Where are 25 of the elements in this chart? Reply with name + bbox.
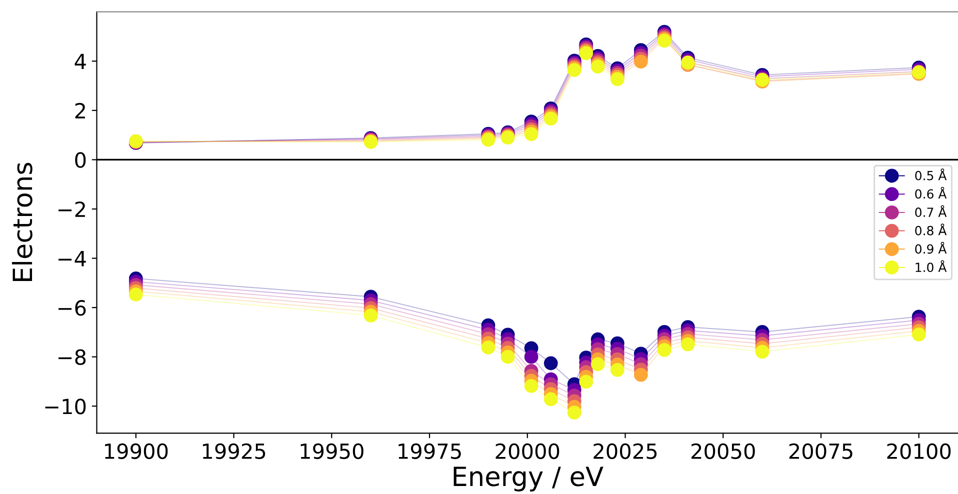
legend-label: 0.7 Å — [915, 205, 947, 217]
x-tick-label: 20000 — [496, 443, 560, 460]
x-tick-label: 20025 — [594, 443, 657, 460]
legend-label: 0.8 Å — [915, 224, 947, 236]
x-axis-title: Energy / eV — [454, 466, 604, 492]
x-tick-label: 19925 — [202, 443, 266, 460]
legend-label: 0.9 Å — [915, 242, 947, 254]
x-tick-label: 19950 — [300, 443, 364, 460]
legend-label: 1.0 Å — [916, 260, 947, 272]
legend-label: 0.6 Å — [915, 186, 947, 199]
x-tick-label: 20075 — [789, 443, 852, 460]
y-tick-label: 2 — [75, 102, 85, 118]
y-tick-label: −10 — [45, 398, 86, 414]
y-tick-label: 4 — [74, 54, 86, 70]
x-tick-label: 20100 — [887, 443, 951, 460]
y-axis-title: Electrons — [12, 162, 32, 281]
y-tick-label: −4 — [58, 251, 86, 266]
y-tick-label: −8 — [58, 349, 86, 366]
x-tick-label: 19975 — [398, 443, 461, 460]
y-tick-label: −2 — [58, 201, 85, 217]
y-tick-label: 0 — [75, 152, 86, 168]
x-tick-label: 19900 — [105, 443, 168, 460]
legend-label: 0.5 Å — [915, 168, 947, 180]
y-tick-label: −6 — [58, 300, 86, 316]
x-tick-label: 20050 — [692, 443, 755, 460]
